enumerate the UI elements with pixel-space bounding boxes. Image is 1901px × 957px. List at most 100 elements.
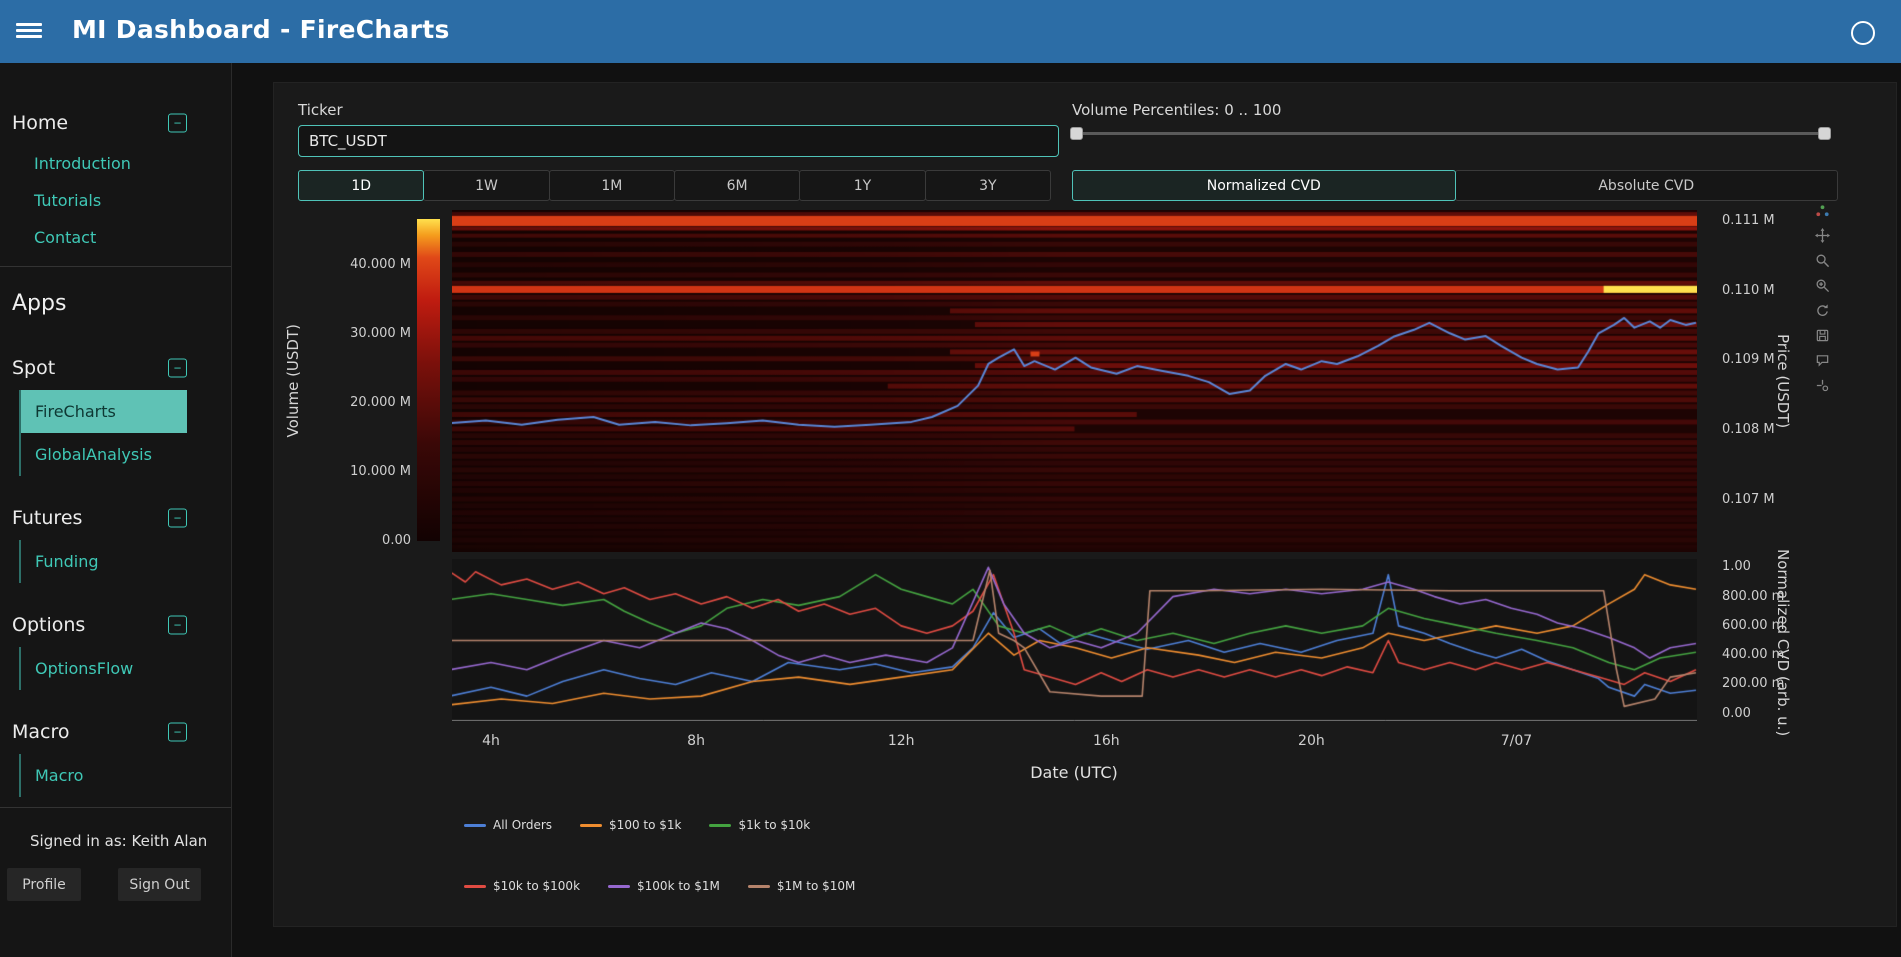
- x-axis-tick: 12h: [887, 733, 915, 749]
- sidebar-item-tutorials[interactable]: Tutorials: [34, 191, 102, 210]
- price-axis-tick: 0.110 M: [1722, 282, 1775, 298]
- collapse-icon[interactable]: −: [168, 358, 187, 378]
- zoom-in-icon[interactable]: [1815, 278, 1830, 293]
- legend-label: $1k to $10k: [738, 818, 811, 832]
- x-axis-tick: 7/07: [1500, 733, 1533, 749]
- x-axis-tick: 20h: [1298, 733, 1325, 749]
- colorbar-tick: 40.000 M: [350, 257, 411, 273]
- main-content: Ticker Volume Percentiles: 0 .. 100 1D1W…: [233, 63, 1901, 957]
- legend-label: All Orders: [493, 818, 553, 832]
- colorbar-tick: 20.000 M: [350, 395, 411, 411]
- sidebar-item-macro[interactable]: Macro: [35, 766, 84, 785]
- sidebar-divider: [0, 266, 231, 267]
- save-icon[interactable]: [1815, 328, 1830, 343]
- sidebar-divider: [0, 807, 231, 808]
- legend-label: $100k to $1M: [637, 879, 720, 893]
- absolute-cvd-button[interactable]: Absolute CVD: [1454, 170, 1838, 201]
- sidebar-section-spot: Spot − FireCharts GlobalAnalysis: [0, 348, 231, 476]
- x-axis-tick: 8h: [687, 733, 705, 749]
- legend-item-all-orders[interactable]: All Orders: [464, 818, 552, 832]
- collapse-icon[interactable]: −: [168, 508, 187, 528]
- sidebar-item-contact[interactable]: Contact: [34, 228, 97, 247]
- heatmap-price-chart[interactable]: [452, 210, 1697, 552]
- legend-row-2: $10k to $100k $100k to $1M $1M to $10M: [464, 879, 855, 893]
- legend-item-1m-to-10m[interactable]: $1M to $10M: [747, 879, 856, 893]
- sidebar-item-firecharts[interactable]: FireCharts: [21, 390, 187, 433]
- legend-item-10k-to-100k[interactable]: $10k to $100k: [464, 879, 580, 893]
- sign-out-button[interactable]: Sign Out: [118, 868, 201, 901]
- sidebar-section-label: Futures: [12, 507, 83, 529]
- spikelines-icon[interactable]: [1815, 378, 1830, 393]
- price-axis-tick: 0.109 M: [1722, 352, 1775, 368]
- timeframe-1d-button[interactable]: 1D: [298, 170, 425, 201]
- cvd-axis-tick: 200.00 m: [1722, 676, 1785, 692]
- colorbar-tick: 10.000 M: [350, 464, 411, 480]
- cvd-axis-title: Normalized CVD (arb. u.): [1774, 549, 1792, 737]
- slider-handle-min[interactable]: [1070, 127, 1083, 140]
- legend-swatch-100k-to-1m: [608, 884, 631, 888]
- ticker-input[interactable]: [298, 125, 1059, 157]
- sidebar-item-globalanalysis[interactable]: GlobalAnalysis: [35, 445, 152, 464]
- timeframe-1m-button[interactable]: 1M: [548, 170, 675, 201]
- signed-in-text: Signed in as: Keith Alan: [30, 832, 208, 850]
- volume-percentiles-label: Volume Percentiles: 0 .. 100: [1072, 101, 1282, 119]
- hover-icon[interactable]: [1815, 353, 1830, 368]
- collapse-icon[interactable]: −: [168, 615, 187, 635]
- legend-swatch-1k-to-10k: [709, 823, 732, 827]
- sidebar-item-introduction[interactable]: Introduction: [34, 154, 131, 173]
- slider-track[interactable]: [1072, 132, 1829, 135]
- sidebar-section-futures: Futures − Funding: [0, 498, 231, 583]
- timeframe-button-group: 1D 1W 1M 6M 1Y 3Y: [298, 170, 1051, 201]
- price-axis-tick: 0.111 M: [1722, 212, 1775, 228]
- legend-row-1: All Orders $100 to $1k $1k to $10k: [464, 818, 810, 832]
- collapse-icon[interactable]: −: [168, 722, 187, 742]
- top-bar: MI Dashboard - FireCharts: [0, 0, 1901, 63]
- volume-colorbar: [417, 219, 440, 541]
- sidebar-buttons: Profile Sign Out: [0, 860, 231, 901]
- colorbar-tick: 30.000 M: [350, 326, 411, 342]
- cvd-mode-button-group: Normalized CVD Absolute CVD: [1072, 170, 1838, 201]
- volume-percentiles-slider[interactable]: [1070, 125, 1831, 141]
- sidebar-section-label: Macro: [12, 721, 70, 743]
- colorbar-tick: 0.00: [382, 533, 411, 548]
- legend-label: $1M to $10M: [776, 879, 856, 893]
- cvd-line-chart[interactable]: [452, 559, 1697, 721]
- cvd-axis-tick: 600.00 m: [1722, 617, 1785, 633]
- price-axis-title: Price (USDT): [1774, 333, 1792, 429]
- timeframe-1w-button[interactable]: 1W: [423, 170, 550, 201]
- legend-item-100-to-1k[interactable]: $100 to $1k: [580, 818, 681, 832]
- x-axis-tick: 16h: [1092, 733, 1120, 749]
- legend-item-100k-to-1m[interactable]: $100k to $1M: [608, 879, 720, 893]
- sidebar-section-label: Spot: [12, 357, 56, 379]
- timeframe-6m-button[interactable]: 6M: [673, 170, 801, 201]
- slider-handle-max[interactable]: [1818, 127, 1831, 140]
- cvd-axis-tick: 400.00 m: [1722, 647, 1785, 663]
- cvd-axis-tick: 0.00: [1722, 705, 1751, 721]
- legend-label: $10k to $100k: [493, 879, 581, 893]
- menu-icon[interactable]: [16, 20, 42, 42]
- legend-swatch-1m-to-10m: [747, 884, 770, 888]
- legend-swatch-10k-to-100k: [464, 884, 486, 888]
- sidebar-section-header-home: Home −: [0, 103, 231, 143]
- sidebar: Home − Introduction Tutorials Contact Apps S…: [0, 63, 232, 957]
- legend-item-1k-to-10k[interactable]: $1k to $10k: [709, 818, 810, 832]
- plotly-logo-icon[interactable]: [1815, 203, 1830, 218]
- pan-icon[interactable]: [1814, 228, 1830, 243]
- timeframe-1y-button[interactable]: 1Y: [799, 170, 926, 201]
- collapse-icon[interactable]: −: [168, 113, 187, 133]
- profile-button[interactable]: Profile: [7, 868, 81, 901]
- circle-outline-icon[interactable]: [1851, 21, 1875, 45]
- normalized-cvd-button[interactable]: Normalized CVD: [1072, 170, 1456, 201]
- sidebar-section-macro: Macro − Macro: [0, 712, 231, 797]
- sidebar-item-list: Macro: [19, 754, 231, 797]
- sidebar-item-optionsflow[interactable]: OptionsFlow: [35, 659, 134, 678]
- volume-axis-title: Volume (USDT): [284, 324, 302, 438]
- zoom-icon[interactable]: [1815, 253, 1830, 268]
- apps-heading: Apps: [12, 291, 67, 316]
- timeframe-3y-button[interactable]: 3Y: [924, 170, 1051, 201]
- autoscale-icon[interactable]: [1815, 303, 1830, 318]
- sidebar-item-list: Introduction Tutorials Contact: [19, 145, 231, 256]
- legend-swatch-all-orders: [464, 823, 486, 827]
- sidebar-item-funding[interactable]: Funding: [35, 552, 99, 571]
- sidebar-section-options: Options − OptionsFlow: [0, 605, 231, 690]
